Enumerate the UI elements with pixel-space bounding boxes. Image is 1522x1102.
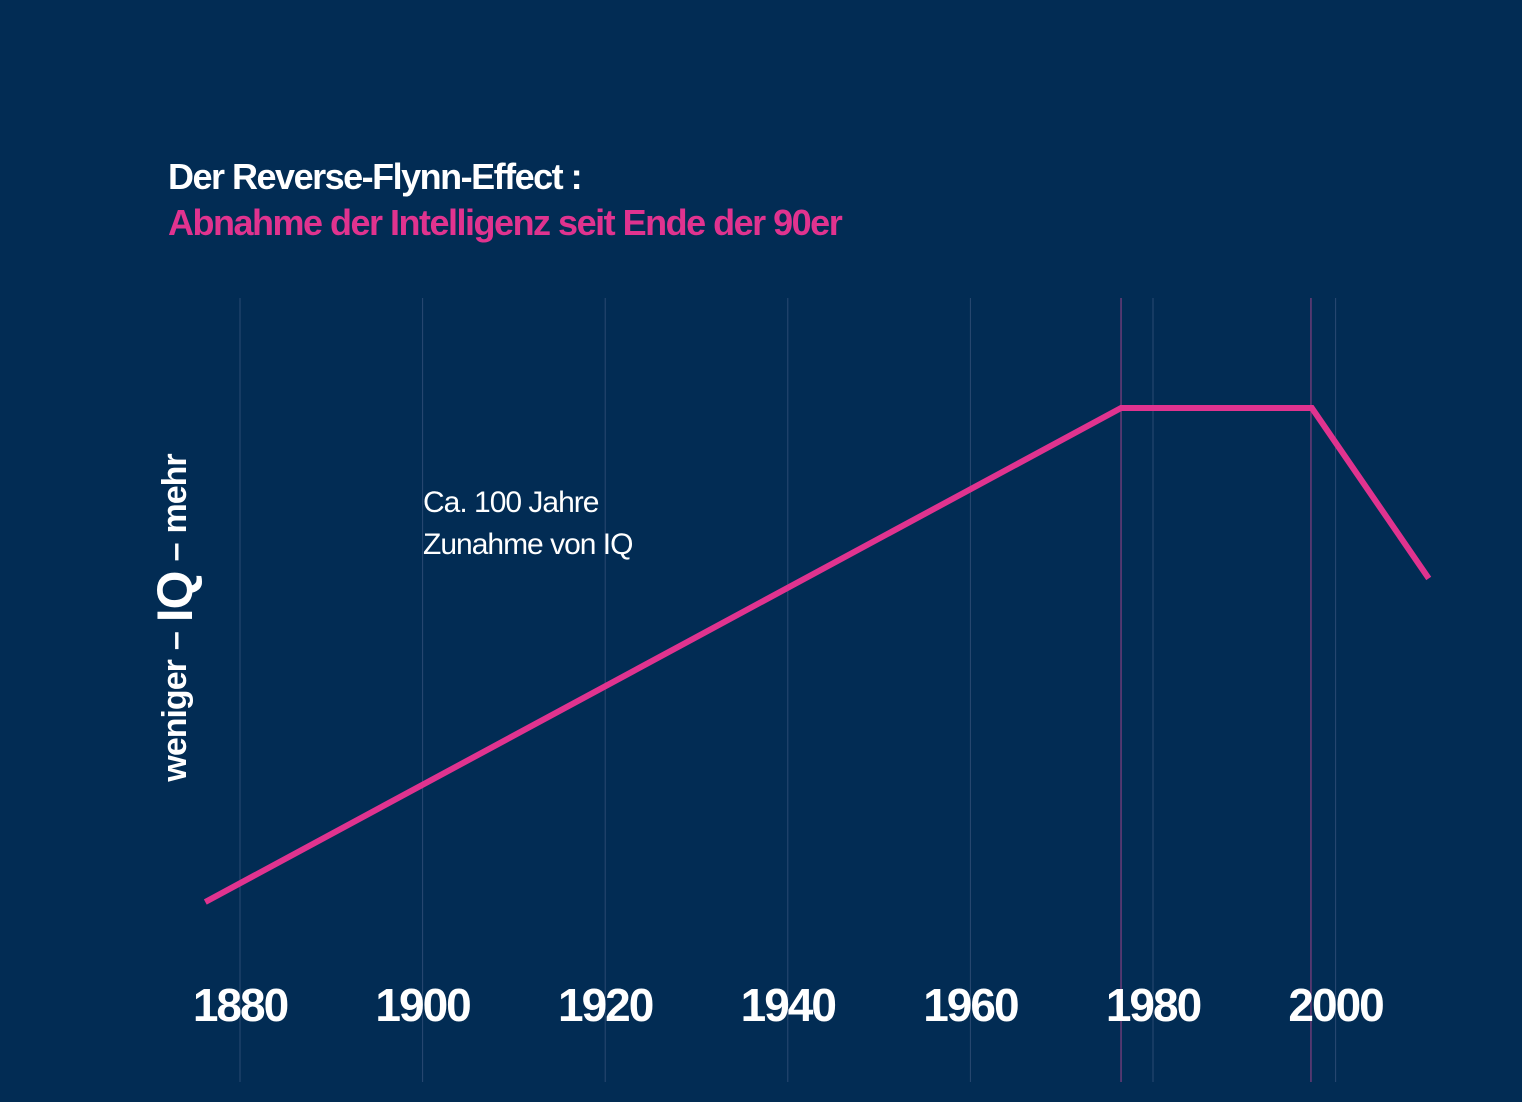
y-label-high: mehr — [155, 454, 194, 534]
y-label-main: IQ — [147, 571, 203, 623]
y-label-dash: – — [155, 632, 194, 651]
x-tick-label: 1880 — [193, 979, 288, 1031]
x-tick-label: 1980 — [1106, 979, 1201, 1031]
x-tick-label: 1940 — [741, 979, 836, 1031]
y-axis-label: weniger – IQ – mehr — [146, 454, 204, 781]
x-tick-label: 1920 — [558, 979, 653, 1031]
y-label-dash: – — [155, 543, 194, 562]
annotation-line-1: Ca. 100 Jahre — [423, 486, 599, 519]
chart-title: Der Reverse-Flynn-Effect : — [168, 156, 583, 197]
x-tick-label: 1960 — [923, 979, 1018, 1031]
annotation-line-2: Zunahme von IQ — [423, 528, 633, 561]
series-line-iq — [203, 405, 1432, 905]
annotation: Ca. 100 Jahre Zunahme von IQ — [423, 482, 633, 566]
x-tick-label: 2000 — [1288, 979, 1383, 1031]
x-tick-label: 1900 — [375, 979, 470, 1031]
y-label-low: weniger — [155, 660, 194, 782]
chart-subtitle: Abnahme der Intelligenz seit Ende der 90… — [168, 202, 843, 243]
